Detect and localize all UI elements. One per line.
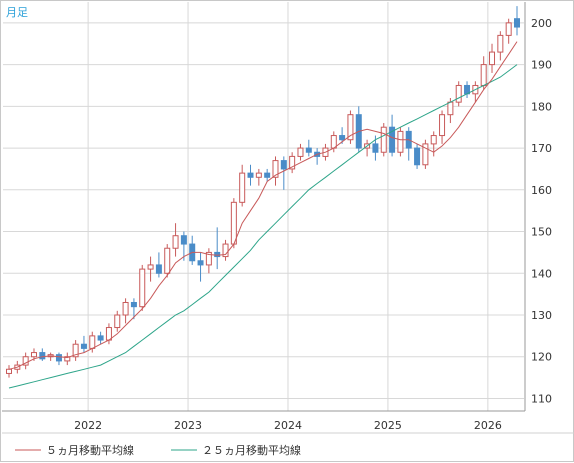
y-tick-label: 170 (531, 142, 552, 155)
candle-up (239, 172, 246, 203)
y-tick-labels: 110 120 130 140 150 160 170 180 190 200 (531, 17, 552, 406)
candle-up (64, 356, 71, 362)
candle-up (172, 235, 179, 249)
candle-up (164, 247, 171, 274)
candle-up (272, 160, 279, 178)
candle-up (455, 84, 462, 103)
candle-up (205, 251, 212, 266)
candle-down (305, 147, 312, 153)
candle-down (339, 135, 346, 141)
candle-up (447, 101, 454, 116)
candle-up (30, 352, 37, 358)
x-tick-label: 2024 (274, 419, 302, 432)
y-tick-label: 150 (531, 226, 552, 239)
candle-down (80, 343, 87, 349)
legend-label-ma25: ２５ヵ月移動平均線 (202, 443, 301, 457)
candle-up (114, 314, 121, 329)
candle-up (122, 301, 129, 316)
candle-up (6, 368, 12, 374)
candle-down (372, 143, 379, 153)
y-tick-label: 200 (531, 17, 552, 30)
candle-up (480, 64, 487, 86)
candle-down (55, 354, 62, 362)
candle-down (214, 251, 221, 258)
x-tick-labels: 2022 2023 2024 2025 2026 (74, 419, 502, 432)
y-tick-label: 180 (531, 100, 552, 113)
legend: ５ヵ月移動平均線 ２５ヵ月移動平均線 (15, 443, 301, 457)
y-tick-label: 190 (531, 59, 552, 72)
candle-down (264, 172, 271, 178)
candle-up (22, 356, 29, 366)
y-tick-label: 160 (531, 184, 552, 197)
candle-up (380, 126, 387, 153)
candle-up (289, 155, 296, 170)
candle-up (222, 243, 229, 258)
candle-up (147, 264, 154, 270)
legend-label-ma5: ５ヵ月移動平均線 (46, 443, 134, 457)
x-tick-label: 2025 (374, 419, 402, 432)
x-tick-label: 2023 (174, 419, 202, 432)
candle-layer (6, 6, 520, 378)
ma5-line (8, 41, 518, 370)
candle-down (39, 352, 46, 360)
candle-down (389, 126, 396, 153)
candle-up (505, 22, 512, 36)
y-tick-label: 110 (531, 392, 552, 405)
candle-down (155, 264, 162, 274)
candle-up (72, 343, 79, 358)
period-label: 月足 (6, 6, 28, 19)
candle-down (280, 160, 287, 170)
candle-down (247, 172, 254, 178)
candle-up (397, 130, 404, 153)
y-tick-label: 130 (531, 309, 552, 322)
y-tick-label: 140 (531, 267, 552, 280)
candle-up (439, 114, 446, 137)
candle-down (197, 260, 204, 266)
x-tick-label: 2026 (474, 419, 502, 432)
x-tick-label: 2022 (74, 419, 102, 432)
candle-up (497, 34, 504, 53)
candle-down (97, 335, 104, 341)
candle-down (514, 18, 520, 28)
candle-up (89, 335, 96, 349)
candle-up (347, 114, 354, 141)
candle-up (297, 147, 304, 157)
plot-area (2, 2, 525, 411)
candle-up (230, 201, 237, 245)
candle-up (430, 135, 437, 145)
ma25-line (8, 64, 518, 389)
candle-down (414, 147, 421, 166)
candle-down (130, 301, 137, 308)
candle-up (489, 51, 496, 66)
candle-up (255, 172, 262, 178)
y-tick-label: 120 (531, 351, 552, 364)
candle-up (139, 268, 146, 308)
candle-up (422, 143, 429, 166)
candle-down (180, 235, 187, 245)
moving-average-layer (8, 41, 518, 389)
